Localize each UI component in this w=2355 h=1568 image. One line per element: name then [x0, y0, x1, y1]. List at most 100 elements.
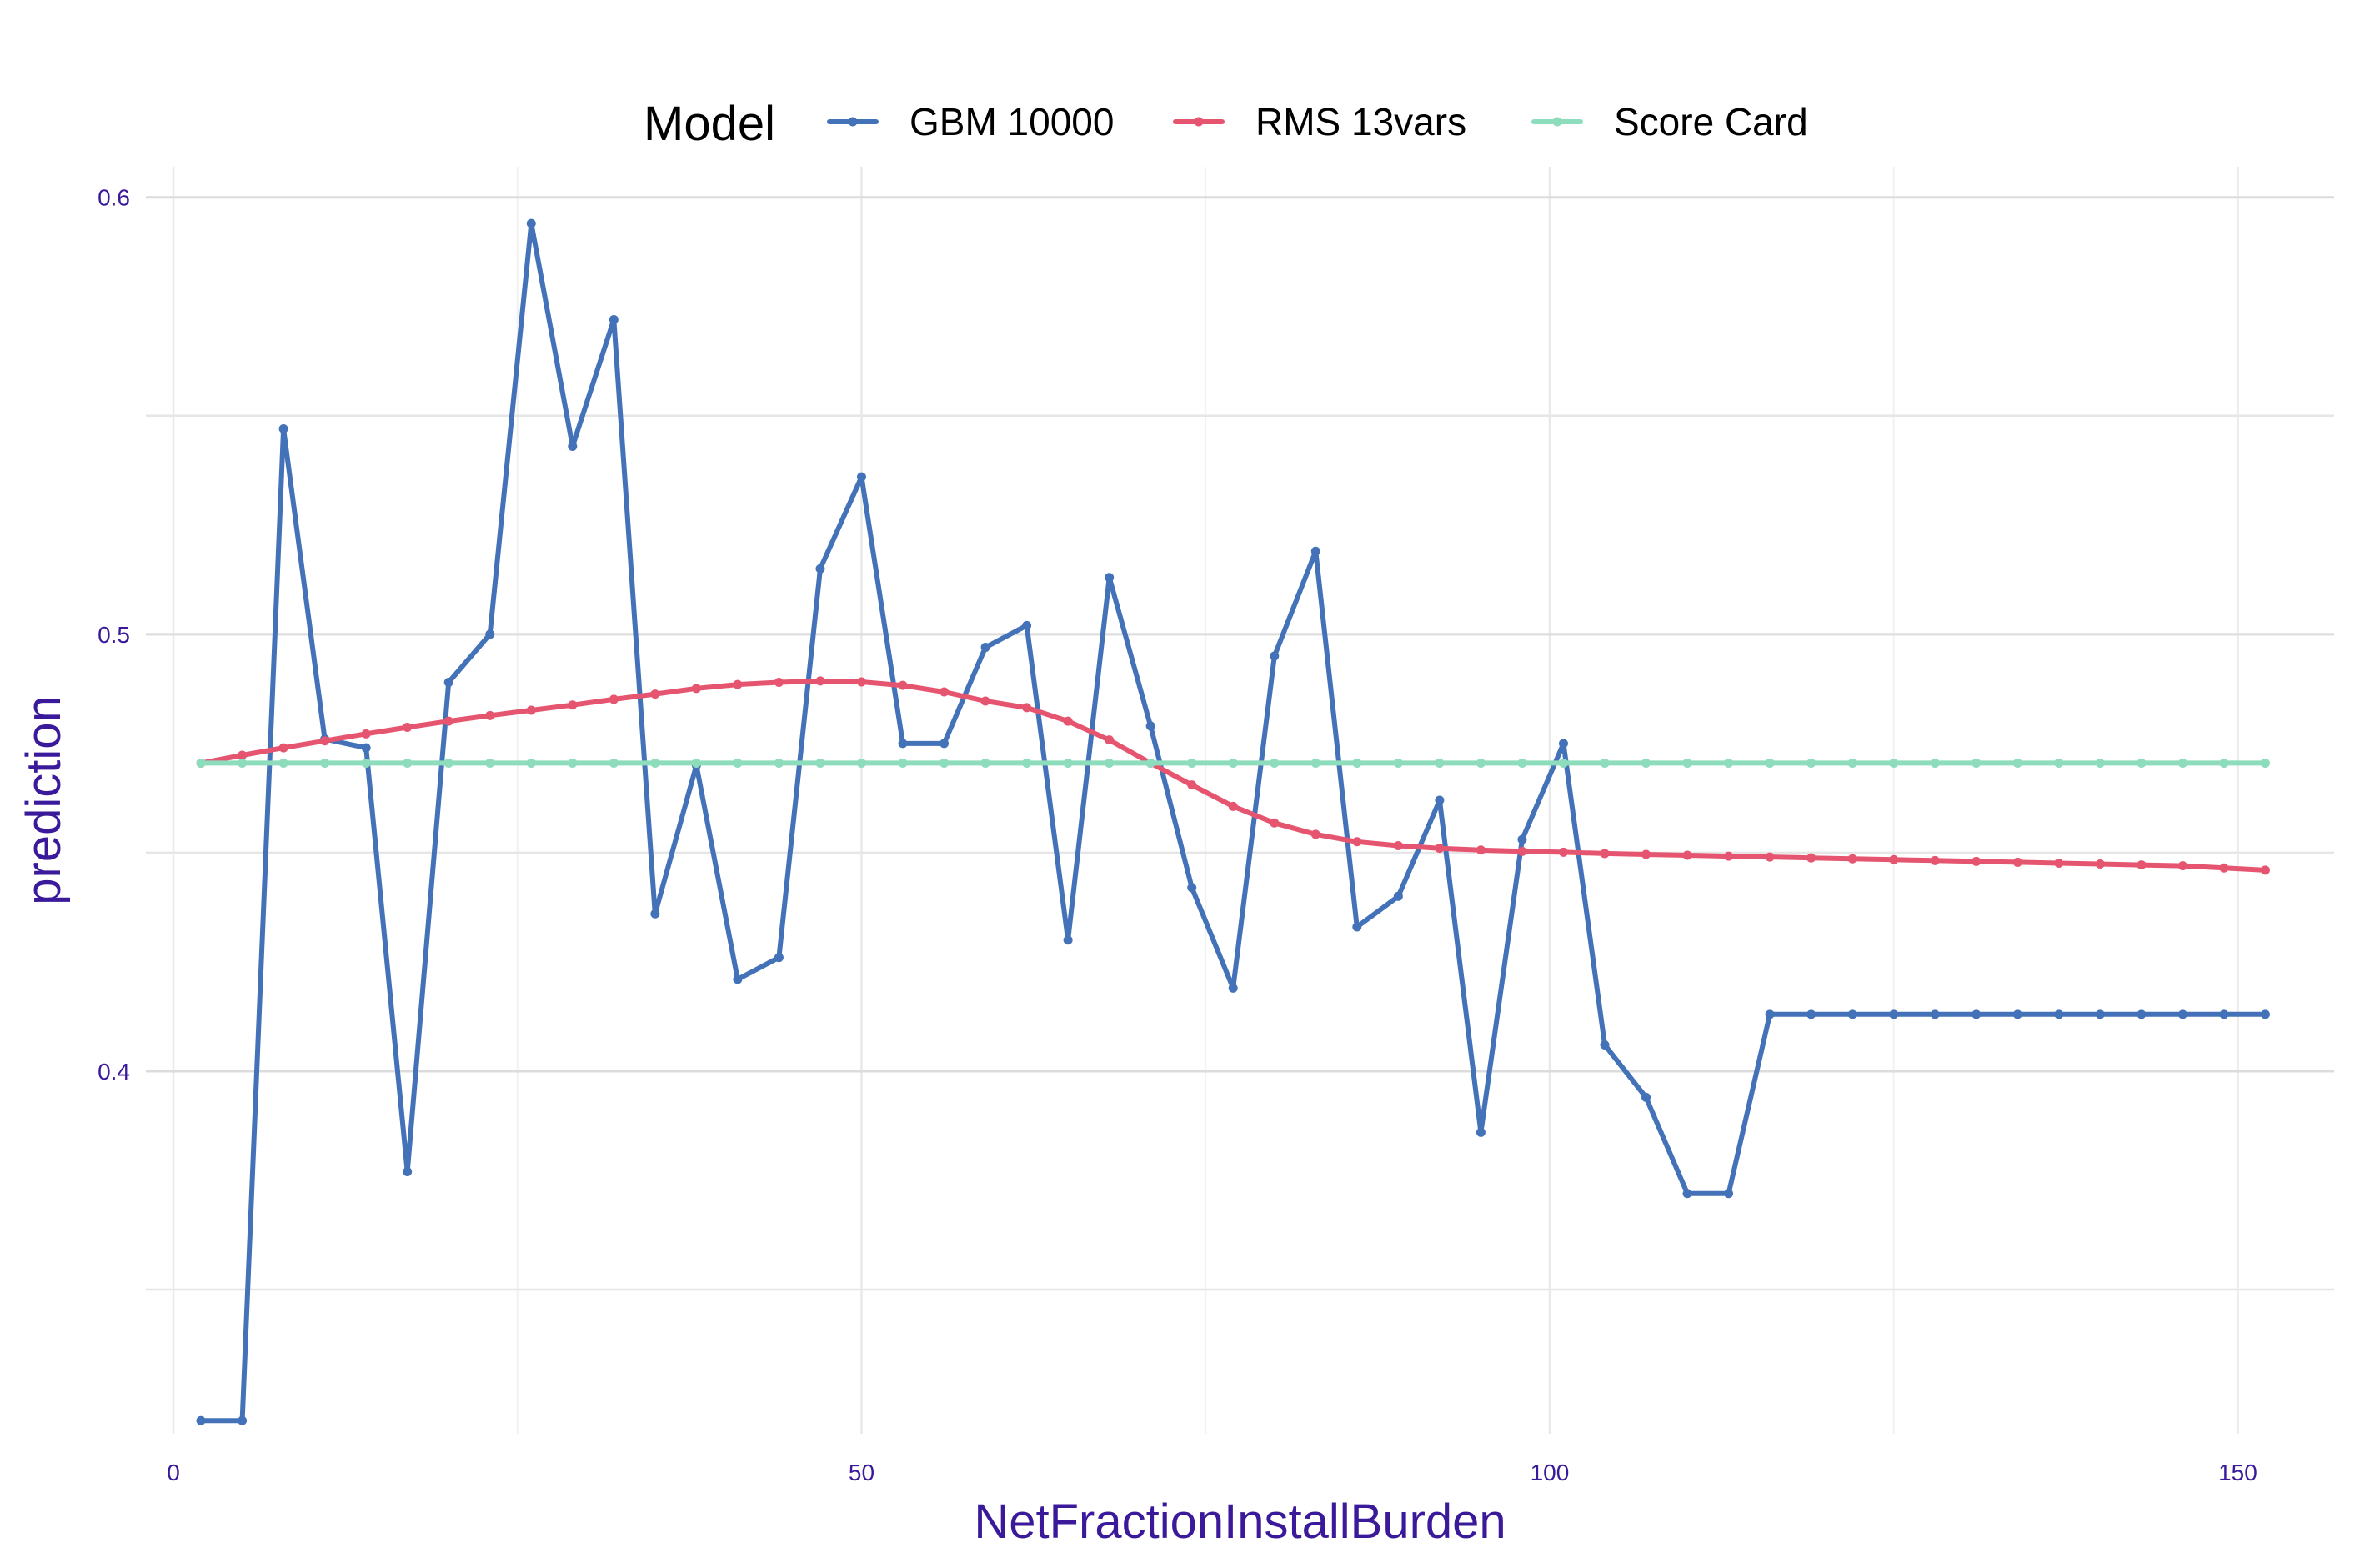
data-point — [1435, 758, 1445, 768]
data-point — [856, 472, 866, 482]
data-point — [691, 684, 701, 694]
data-point — [1310, 758, 1320, 768]
data-point — [1641, 758, 1651, 768]
series-rms-13vars — [196, 676, 2270, 875]
data-point — [1393, 891, 1403, 901]
legend-label: Score Card — [1614, 100, 1808, 143]
data-point — [278, 743, 288, 753]
data-point — [238, 758, 248, 768]
data-point — [1972, 758, 1982, 768]
data-point — [2177, 758, 2187, 768]
data-point — [568, 758, 578, 768]
data-point — [980, 758, 990, 768]
data-point — [443, 758, 453, 768]
data-point — [1806, 758, 1816, 768]
data-point — [278, 423, 288, 433]
data-point — [485, 710, 495, 720]
data-point — [774, 953, 784, 963]
data-point — [1476, 758, 1486, 768]
data-point — [320, 736, 330, 746]
data-point — [403, 758, 413, 768]
data-point — [609, 314, 619, 324]
data-point — [1105, 573, 1115, 583]
data-point — [1847, 854, 1857, 864]
data-point — [1310, 546, 1320, 556]
data-point — [1476, 845, 1486, 855]
data-point — [2137, 860, 2147, 870]
data-point — [2012, 857, 2022, 867]
data-point — [1187, 758, 1197, 768]
data-point — [2137, 758, 2147, 768]
data-point — [196, 758, 206, 768]
data-point — [2219, 1009, 2229, 1019]
data-point — [1517, 758, 1527, 768]
data-point — [609, 694, 619, 704]
data-point — [774, 677, 784, 687]
data-point — [733, 974, 743, 984]
data-point — [2177, 1009, 2187, 1019]
data-point — [815, 676, 825, 686]
data-point — [320, 758, 330, 768]
data-point — [650, 689, 660, 699]
data-point — [1476, 1127, 1486, 1137]
data-point — [2054, 758, 2064, 768]
data-point — [526, 705, 536, 715]
data-point — [1558, 739, 1568, 749]
x-tick-label: 100 — [1531, 1460, 1570, 1485]
series-line — [198, 678, 2268, 873]
y-tick-label: 0.4 — [98, 1059, 130, 1085]
data-point — [1889, 854, 1899, 864]
data-point — [1187, 883, 1197, 893]
data-point — [1063, 716, 1073, 726]
data-point — [1022, 703, 1032, 713]
data-point — [1393, 758, 1403, 768]
data-point — [733, 679, 743, 689]
series-score-card — [196, 758, 2270, 768]
data-point — [196, 1415, 206, 1425]
data-point — [1352, 837, 1362, 847]
data-point — [1310, 829, 1320, 839]
series-layer — [196, 218, 2270, 1425]
data-point — [774, 758, 784, 768]
data-point — [361, 743, 371, 753]
data-point — [1682, 850, 1692, 860]
data-point — [898, 758, 908, 768]
data-point — [2177, 861, 2187, 871]
legend-key-point — [1194, 117, 1204, 127]
data-point — [443, 716, 453, 726]
data-point — [1352, 922, 1362, 932]
data-point — [691, 758, 701, 768]
data-point — [1063, 758, 1073, 768]
data-point — [898, 680, 908, 690]
x-tick-label: 50 — [849, 1460, 874, 1485]
data-point — [1022, 620, 1032, 630]
legend-item: GBM 10000 — [827, 100, 1114, 143]
legend-item: RMS 13vars — [1173, 100, 1466, 143]
data-point — [1972, 856, 1982, 866]
data-point — [2012, 1009, 2022, 1019]
data-point — [1724, 851, 1734, 861]
data-point — [1600, 758, 1610, 768]
data-point — [443, 677, 453, 687]
data-point — [526, 218, 536, 228]
data-point — [939, 687, 950, 697]
data-point — [1724, 758, 1734, 768]
data-point — [1145, 721, 1155, 731]
legend-key-point — [1552, 117, 1562, 127]
x-tick-label: 0 — [167, 1460, 180, 1485]
data-point — [1352, 758, 1362, 768]
data-point — [1393, 841, 1403, 851]
data-point — [485, 629, 495, 639]
data-point — [1641, 849, 1651, 859]
data-point — [1682, 1189, 1692, 1199]
series-gbm-10000 — [196, 218, 2270, 1425]
data-point — [1063, 935, 1073, 945]
data-point — [2095, 1009, 2105, 1019]
data-point — [2054, 1009, 2064, 1019]
data-point — [1806, 1009, 1816, 1019]
data-point — [609, 758, 619, 768]
data-point — [2260, 1009, 2270, 1019]
data-point — [856, 677, 866, 687]
y-axis-title: prediction — [17, 695, 71, 904]
legend-key-point — [848, 117, 858, 127]
